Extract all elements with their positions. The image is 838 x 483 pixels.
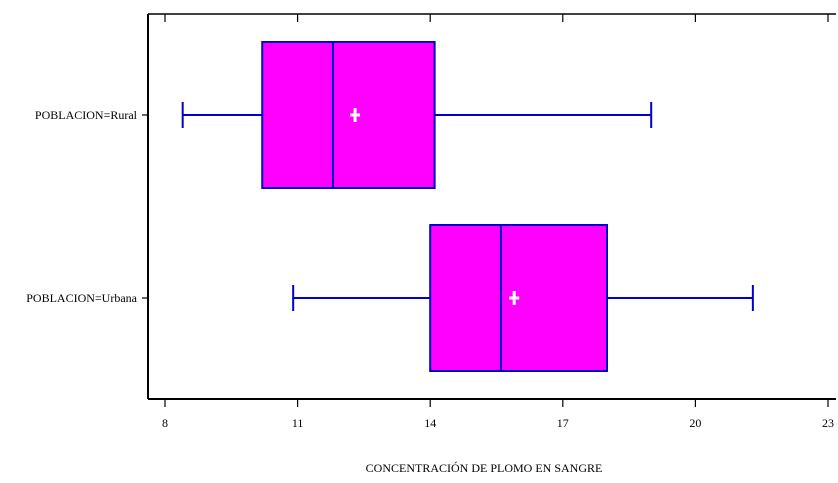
x-tick-label: 8 (162, 416, 168, 430)
y-axis: POBLACION=Rural POBLACION=Urbana (26, 108, 148, 305)
iqr-box (261, 41, 436, 189)
box-rural (181, 41, 653, 189)
box-urbana (292, 224, 754, 372)
x-tick-label: 17 (557, 416, 569, 430)
x-tick-label: 11 (292, 416, 304, 430)
x-tick-label: 23 (822, 416, 834, 430)
plot-frame (147, 13, 836, 400)
x-axis: 8 11 14 17 20 23 (162, 14, 834, 430)
category-label: POBLACION=Rural (35, 108, 138, 122)
x-axis-title: CONCENTRACIÓN DE PLOMO EN SANGRE (366, 461, 603, 475)
box-series (181, 41, 754, 372)
x-tick-label: 14 (424, 416, 436, 430)
category-label: POBLACION=Urbana (26, 291, 137, 305)
x-tick-label: 20 (689, 416, 701, 430)
